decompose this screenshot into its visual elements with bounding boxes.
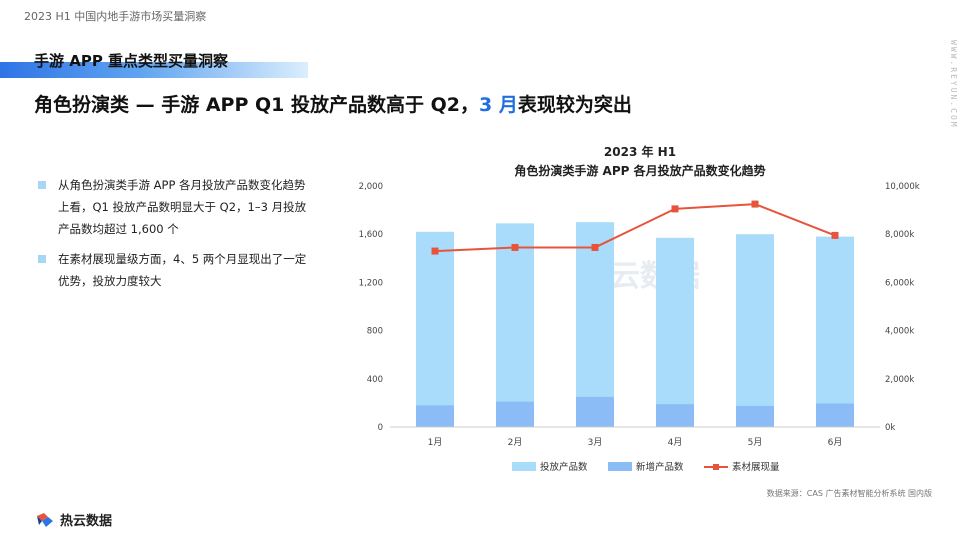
y-tick-label: 1,200 <box>359 278 383 288</box>
bullet-item: 在素材展现量级方面，4、5 两个月显现出了一定优势，投放力度较大 <box>36 248 316 292</box>
bar-new <box>576 396 614 427</box>
y-tick-label: 800 <box>367 327 383 337</box>
legend-swatch-total <box>512 462 536 471</box>
bar-new <box>416 405 454 427</box>
section-title: 手游 APP 重点类型买量洞察 <box>34 52 229 70</box>
line-point <box>671 205 679 213</box>
brand-logo: 热云数据 <box>36 510 112 529</box>
bar-new <box>656 404 694 427</box>
bar-total <box>736 234 774 427</box>
bullet-marker-icon <box>38 255 46 263</box>
y-tick-label: 1,600 <box>359 230 383 240</box>
x-tick-label: 1月 <box>428 437 443 448</box>
x-tick-label: 5月 <box>748 437 763 448</box>
legend-label-new: 新增产品数 <box>636 461 684 473</box>
x-tick-label: 4月 <box>668 437 683 448</box>
y2-tick-label: 10,000k <box>885 182 920 192</box>
headline-post: 表现较为突出 <box>517 94 632 116</box>
y2-tick-label: 4,000k <box>885 327 914 337</box>
line-point <box>591 243 599 251</box>
x-tick-label: 6月 <box>828 437 843 448</box>
bullet-list: 从角色扮演类手游 APP 各月投放产品数变化趋势上看，Q1 投放产品数明显大于 … <box>36 174 316 300</box>
bar-total <box>816 236 854 427</box>
y2-tick-label: 0k <box>885 423 895 433</box>
section-bar <box>0 62 308 78</box>
bar-total <box>416 231 454 427</box>
chart-subtitle: 角色扮演类手游 APP 各月投放产品数变化趋势 <box>514 163 765 178</box>
y2-tick-label: 6,000k <box>885 278 914 288</box>
legend-swatch-new <box>608 462 632 471</box>
x-tick-label: 2月 <box>508 437 523 448</box>
line-point <box>511 243 519 251</box>
bar-total <box>576 222 614 427</box>
report-label: 2023 H1 中国内地手游市场买量洞察 <box>24 10 207 23</box>
legend-marker-line <box>713 464 719 470</box>
legend-label-line: 素材展现量 <box>732 461 780 473</box>
bar-new <box>736 405 774 427</box>
y2-tick-label: 8,000k <box>885 230 914 240</box>
line-series-exposure <box>434 203 836 253</box>
y2-tick-label: 2,000k <box>885 375 914 385</box>
legend-label-total: 投放产品数 <box>540 461 588 473</box>
bar-new <box>816 403 854 427</box>
x-tick-label: 3月 <box>588 437 603 448</box>
bar-total <box>496 223 534 427</box>
y-tick-label: 2,000 <box>359 182 383 192</box>
bullet-item: 从角色扮演类手游 APP 各月投放产品数变化趋势上看，Q1 投放产品数明显大于 … <box>36 174 316 240</box>
bullet-text: 从角色扮演类手游 APP 各月投放产品数变化趋势上看，Q1 投放产品数明显大于 … <box>58 178 307 236</box>
y-tick-label: 0 <box>378 423 383 433</box>
chart-title: 2023 年 H1 <box>604 144 676 159</box>
line-point <box>831 231 839 239</box>
bar-total <box>656 237 694 427</box>
bar-new <box>496 401 534 427</box>
headline-pre: 角色扮演类 — 手游 APP Q1 投放产品数高于 Q2， <box>34 94 479 116</box>
line-point <box>751 200 759 208</box>
bullet-text: 在素材展现量级方面，4、5 两个月显现出了一定优势，投放力度较大 <box>58 252 307 288</box>
logo-icon <box>37 512 53 527</box>
y-tick-label: 400 <box>367 375 383 385</box>
line-point <box>431 247 439 255</box>
vertical-url: WWW.REYUN.COM <box>949 40 958 129</box>
logo-text: 热云数据 <box>60 514 113 529</box>
source-note: 数据来源：CAS 广告素材智能分析系统 国内版 <box>766 489 932 498</box>
chart: 2023 年 H1 角色扮演类手游 APP 各月投放产品数变化趋势 热云数据 0 400… <box>340 138 940 498</box>
headline: 角色扮演类 — 手游 APP Q1 投放产品数高于 Q2，3 月表现较为突出 <box>34 90 632 117</box>
bullet-marker-icon <box>38 181 46 189</box>
headline-highlight: 3 月 <box>479 94 518 116</box>
